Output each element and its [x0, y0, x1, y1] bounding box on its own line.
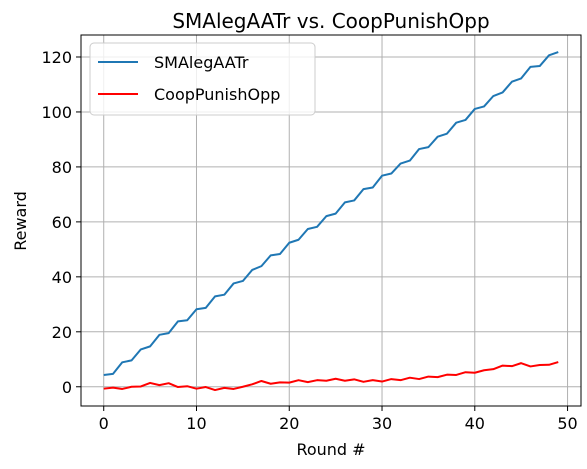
- axis-ticks: 0 10 20 30 40 50 0 20 40 60 80 100 120: [41, 48, 577, 433]
- y-tick-label: 100: [41, 103, 72, 122]
- y-tick-label: 20: [52, 323, 72, 342]
- y-tick-label: 120: [41, 48, 72, 67]
- x-axis-label: Round #: [296, 440, 365, 459]
- series-line-cooppunishopp: [103, 361, 559, 392]
- x-tick-label: 10: [186, 414, 206, 433]
- x-tick-label: 50: [557, 414, 577, 433]
- legend-label-cooppunishopp: CoopPunishOpp: [154, 85, 280, 104]
- y-tick-label: 40: [52, 268, 72, 287]
- x-tick-label: 20: [279, 414, 299, 433]
- y-tick-label: 60: [52, 213, 72, 232]
- legend-box: [89, 42, 316, 116]
- y-tick-label: 0: [62, 378, 72, 397]
- legend: SMAlegAATr CoopPunishOpp: [89, 42, 316, 116]
- legend-label-smalegaatr: SMAlegAATr: [154, 53, 249, 72]
- x-tick-label: 0: [99, 414, 109, 433]
- x-tick-label: 30: [372, 414, 392, 433]
- series-layer: [103, 51, 559, 392]
- plot-frame: [80, 34, 582, 407]
- chart-title: SMAlegAATr vs. CoopPunishOpp: [172, 9, 489, 33]
- y-tick-label: 80: [52, 158, 72, 177]
- y-axis-label: Reward: [11, 191, 30, 251]
- x-tick-label: 40: [465, 414, 485, 433]
- series-line-smalegaatr: [103, 51, 559, 376]
